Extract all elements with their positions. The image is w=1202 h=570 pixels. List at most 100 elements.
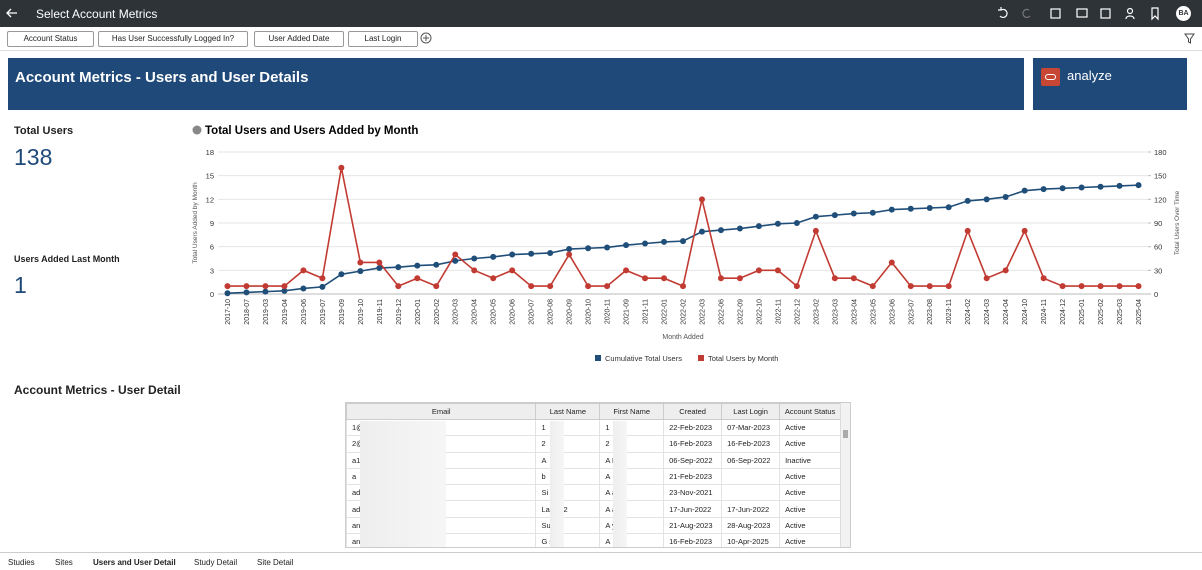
data-point	[812, 213, 819, 220]
data-point	[262, 288, 269, 295]
tab[interactable]: Site Detail	[257, 558, 294, 567]
x-tick-label: 2023-11	[946, 299, 953, 324]
data-point	[1078, 283, 1085, 290]
data-point	[736, 275, 743, 282]
data-point	[243, 289, 250, 296]
x-tick-label: 2020-08	[548, 299, 555, 325]
x-tick-label: 2019-11	[377, 299, 384, 324]
x-tick-label: 2019-12	[396, 299, 403, 325]
scrollbar[interactable]	[840, 403, 850, 547]
y2-axis-title: Total Users Over Time	[1174, 190, 1181, 255]
filter-button[interactable]: User Added Date	[254, 31, 344, 47]
info-icon[interactable]	[192, 125, 202, 135]
data-point	[471, 255, 478, 262]
table-cell: Si er	[535, 484, 601, 502]
banner: Account Metrics - Users and User Details	[8, 58, 1024, 110]
tab[interactable]: Study Detail	[194, 558, 238, 567]
filter-button[interactable]: Has User Successfully Logged In?	[98, 31, 248, 47]
data-point	[831, 212, 838, 219]
data-point	[300, 267, 307, 274]
y-tick-label: 15	[206, 172, 214, 181]
data-point	[414, 262, 421, 269]
data-point	[376, 259, 383, 266]
table-cell: Active	[779, 435, 841, 453]
data-point	[357, 268, 364, 275]
table-cell: 2	[535, 435, 601, 453]
x-tick-label: 2022-12	[794, 299, 801, 325]
x-tick-label: 2024-04	[1003, 299, 1010, 325]
avatar[interactable]: BA	[1176, 6, 1191, 21]
data-point	[433, 261, 440, 268]
chart: Total Users and Users Added by Month 0 3 6…	[192, 125, 1181, 363]
x-tick-label: 2025-04	[1136, 299, 1143, 325]
x-tick-label: 2021-09	[624, 299, 631, 325]
data-point	[945, 283, 952, 290]
filter-icon[interactable]	[1184, 33, 1196, 44]
data-point	[1135, 182, 1142, 189]
kpi-value: 1	[14, 272, 27, 298]
table-cell: Active	[779, 516, 841, 535]
x-tick-label: 2022-02	[681, 299, 688, 325]
filter-button[interactable]: Last Login	[348, 31, 418, 47]
x-tick-label: 2024-11	[1041, 299, 1048, 324]
table-cell: A	[599, 533, 665, 547]
data-point	[964, 197, 971, 204]
data-point	[680, 238, 686, 245]
data-point	[793, 220, 800, 226]
data-point	[623, 242, 630, 249]
data-point	[1021, 187, 1028, 194]
data-point	[243, 283, 250, 290]
data-point	[509, 267, 516, 274]
column-header: First Name	[599, 403, 665, 420]
data-point	[907, 283, 914, 290]
toolbar-icons	[998, 7, 1159, 21]
legend-swatch	[697, 355, 704, 361]
x-tick-label: 2024-03	[984, 299, 991, 325]
x-tick-label: 2020-06	[510, 299, 517, 325]
page-title: Select Account Metrics	[36, 7, 158, 21]
table-cell: 1	[599, 418, 665, 437]
logo-text: analyze	[1067, 68, 1112, 83]
table-cell: 06-Sep-2022	[721, 451, 781, 469]
table-cell: Active	[779, 418, 841, 437]
x-tick-label: 2019-10	[358, 299, 365, 325]
filter-button[interactable]: Account Status	[7, 31, 94, 47]
x-tick-label: 2020-10	[586, 299, 593, 325]
x-tick-label: 2022-06	[718, 299, 725, 325]
data-point	[755, 223, 762, 230]
data-point	[1097, 283, 1104, 290]
data-point	[452, 257, 459, 264]
redaction	[550, 421, 564, 547]
tab[interactable]: Sites	[55, 558, 73, 567]
x-tick-label: 2020-09	[567, 299, 574, 325]
data-point	[471, 267, 478, 274]
data-point	[717, 227, 724, 234]
y-tick-label: 12	[206, 195, 214, 204]
tab[interactable]: Users and User Detail	[93, 558, 176, 567]
table-cell: Inactive	[779, 451, 841, 469]
data-point	[338, 271, 345, 278]
table-cell: 28-Aug-2023	[721, 516, 781, 535]
add-filter[interactable]	[420, 32, 432, 44]
x-tick-label: 2022-11	[775, 299, 782, 324]
data-point	[1059, 185, 1066, 192]
x-tick-label: 2019-03	[263, 299, 270, 325]
table-frame: Email Last Name First Name Created Last Logi…	[345, 402, 851, 548]
table-cell: A F	[599, 451, 665, 469]
data-point	[585, 245, 592, 252]
data-point	[300, 285, 307, 292]
data-point	[774, 220, 781, 227]
y-tick-label: 9	[210, 219, 214, 228]
data-point	[983, 275, 990, 282]
table-cell: 16-Feb-2023	[721, 435, 781, 453]
data-point	[338, 164, 345, 171]
data-point	[888, 259, 895, 266]
back-button[interactable]	[6, 8, 18, 18]
filter-bar: Account Status Has User Successfully Logg…	[0, 27, 1202, 51]
tab[interactable]: Studies	[8, 558, 35, 567]
table-cell: 06-Sep-2022	[663, 451, 723, 469]
x-tick-label: 2020-04	[472, 299, 479, 325]
y-tick-label: 3	[210, 266, 214, 275]
table-title: Account Metrics - User Detail	[14, 383, 181, 397]
data-point	[1116, 283, 1123, 290]
